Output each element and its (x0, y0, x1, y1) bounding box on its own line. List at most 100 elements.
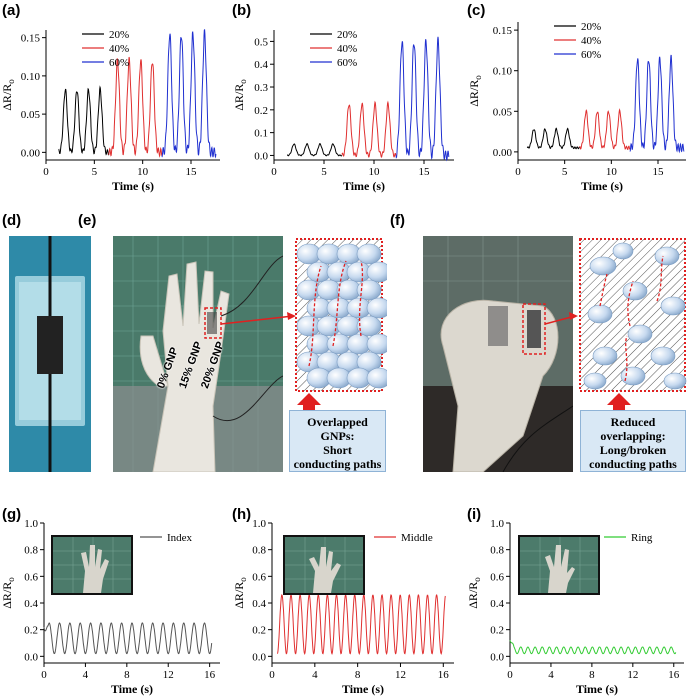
y-tick-label: 0.0 (252, 651, 266, 663)
x-tick-label: 5 (321, 166, 327, 178)
series-line-middle (276, 593, 446, 655)
gnp-particle (589, 256, 617, 276)
gnp-particle (356, 279, 382, 301)
overlapped-gnp-schematic (221, 238, 387, 392)
y-axis-label: ΔR/Ro (467, 75, 483, 107)
legend-label: Index (167, 532, 193, 544)
y-tick-label: 0.15 (493, 25, 513, 37)
chart-g: 0 4 8 12 16 0.0 0.2 0.4 0.6 0.8 1.0 Time (s) ΔR/Ro In… (0, 518, 220, 696)
x-tick-label: 8 (124, 669, 130, 681)
gnp-particle (592, 346, 618, 366)
y-tick-label: 0.05 (21, 109, 41, 121)
panel-label-e: (e) (78, 212, 97, 229)
panel-label-h: (h) (232, 506, 252, 523)
callout-f-line2: overlapping: (600, 429, 666, 443)
hand-photo-e: 0% GNP 15% GNP 20% GNP (113, 236, 283, 472)
callout-e-line3: Short (323, 443, 352, 457)
callout-f-line1: Reduced (610, 415, 656, 429)
y-tick-label: 0.4 (254, 59, 268, 71)
gnp-cluster-reduced (583, 242, 687, 390)
gnp-particle (366, 367, 387, 389)
x-tick-label: 15 (653, 166, 665, 178)
arrow-up-e (297, 393, 321, 411)
x-tick-label: 5 (92, 166, 98, 178)
y-tick-label: 0.4 (24, 598, 38, 610)
series-line-20pct (287, 142, 343, 157)
series-line-40pct (341, 100, 397, 158)
y-tick-label: 0.2 (252, 625, 266, 637)
gnp-particle (366, 297, 387, 319)
gnp-particle (366, 261, 387, 283)
gnp-particle (650, 346, 676, 366)
series-line-20pct (526, 127, 580, 150)
y-tick-label: 1.0 (24, 518, 38, 530)
y-tick-label: 0.10 (21, 71, 41, 83)
y-tick-label: 0.2 (24, 625, 38, 637)
x-tick-label: 10 (137, 166, 149, 178)
callout-f-line3: Long/broken (599, 443, 667, 457)
gnp-particle (612, 242, 634, 260)
y-tick-label: 0.4 (490, 598, 504, 610)
legend-label: 20% (337, 29, 357, 41)
x-tick-label: 16 (668, 669, 680, 681)
gnp-particle (660, 296, 686, 316)
y-tick-label: 0.8 (490, 545, 504, 557)
panel-label-a: (a) (2, 2, 21, 19)
gnp-particle (620, 366, 646, 386)
gnp-particle (366, 333, 387, 355)
x-axis-label: Time (s) (581, 179, 623, 193)
x-tick-label: 8 (589, 669, 595, 681)
callout-e-line1: Overlapped (307, 415, 368, 429)
series-line-ring (509, 640, 677, 655)
x-tick-label: 8 (355, 669, 361, 681)
gnp-particle (583, 372, 607, 390)
legend-label: 60% (337, 57, 357, 69)
x-axis-label: Time (s) (576, 682, 618, 696)
panel-label-d: (d) (2, 212, 22, 229)
gnp-particle (622, 281, 648, 301)
series-line-20pct (58, 85, 109, 156)
x-tick-label: 4 (83, 669, 89, 681)
chart-i: 0 4 8 12 16 0.0 0.2 0.4 0.6 0.8 1.0 Time (s) ΔR/Ro Ri… (466, 518, 684, 696)
legend-label: 40% (581, 35, 601, 47)
y-tick-label: 0.0 (490, 651, 504, 663)
x-tick-label: 4 (312, 669, 318, 681)
gnp-particle (587, 304, 613, 324)
x-tick-label: 4 (548, 669, 554, 681)
legend-label: 20% (581, 21, 601, 33)
y-tick-label: 0.8 (252, 545, 266, 557)
y-tick-label: 0.1 (254, 128, 268, 140)
panel-label-i: (i) (467, 506, 482, 523)
y-tick-label: 0.3 (254, 82, 268, 94)
y-tick-label: 1.0 (252, 518, 266, 530)
x-tick-label: 15 (419, 166, 431, 178)
inset-photo-ring (518, 535, 600, 595)
gnp-particle (356, 315, 382, 337)
y-axis-label: ΔR/Ro (0, 577, 16, 609)
legend-label: 40% (109, 43, 129, 55)
legend-label: 60% (581, 49, 601, 61)
gnp-particle (356, 243, 382, 265)
x-tick-label: 10 (606, 166, 618, 178)
gnp-particle (663, 372, 687, 390)
y-tick-label: 0.6 (490, 571, 504, 583)
y-tick-label: 0.10 (493, 66, 513, 78)
y-tick-label: 0.0 (254, 150, 268, 162)
chart-h: 0 4 8 12 16 0.0 0.2 0.4 0.6 0.8 1.0 Time (s) ΔR/Ro Mi… (232, 518, 454, 696)
panel-label-g: (g) (2, 506, 22, 523)
x-tick-label: 12 (395, 669, 406, 681)
legend-label: 20% (109, 29, 129, 41)
legend-label: Ring (631, 532, 653, 544)
y-tick-label: 0.5 (254, 36, 268, 48)
panel-label-c: (c) (467, 2, 486, 19)
legend-label: 60% (109, 57, 129, 69)
chart-b: 0 5 10 15 0.0 0.1 0.2 0.3 0.4 0.5 Time (s) ΔR/Ro 20%… (232, 29, 454, 193)
y-tick-label: 0.4 (252, 598, 266, 610)
x-tick-label: 0 (43, 166, 49, 178)
x-tick-label: 16 (204, 669, 216, 681)
inset-photo-index (51, 535, 133, 595)
y-tick-label: 0.05 (493, 106, 513, 118)
callout-e-line4: conducting paths (293, 457, 382, 471)
y-axis-label: ΔR/Ro (232, 577, 248, 609)
x-axis-label: Time (s) (342, 682, 384, 696)
